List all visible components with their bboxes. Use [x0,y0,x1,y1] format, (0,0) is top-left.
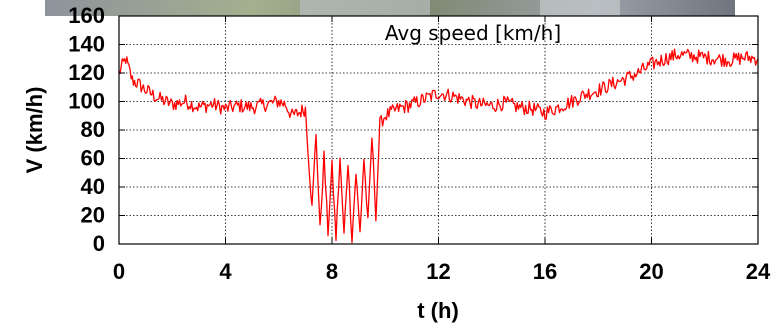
x-tick-label: 20 [639,259,663,284]
series-line [118,48,759,244]
y-tick-labels: 0 20 40 60 80 100 120 140 160 [68,3,105,256]
legend-label: Avg speed [km/h] [385,21,561,45]
x-tick-label: 8 [326,259,338,284]
speed-series [118,48,759,244]
y-tick-label: 20 [81,203,105,228]
y-tick-label: 140 [68,32,105,57]
x-tick-labels: 0 4 8 12 16 20 24 [113,259,771,284]
x-axis-label: t (h) [417,298,459,323]
y-tick-label: 160 [68,3,105,28]
y-tick-label: 100 [68,89,105,114]
y-tick-label: 60 [81,146,105,171]
y-tick-label: 40 [81,174,105,199]
tick-marks [118,15,759,245]
background-aerial-photo [45,0,735,16]
x-tick-label: 4 [219,259,232,284]
x-tick-label: 12 [426,259,450,284]
y-tick-label: 120 [68,60,105,85]
x-tick-label: 24 [746,259,771,284]
y-axis-label: V (km/h) [22,87,47,174]
x-tick-label: 0 [113,259,125,284]
y-tick-label: 0 [93,231,105,256]
x-tick-label: 16 [533,259,557,284]
y-tick-label: 80 [81,117,105,142]
legend: Avg speed [km/h] [385,21,561,45]
grid-lines [119,16,758,244]
